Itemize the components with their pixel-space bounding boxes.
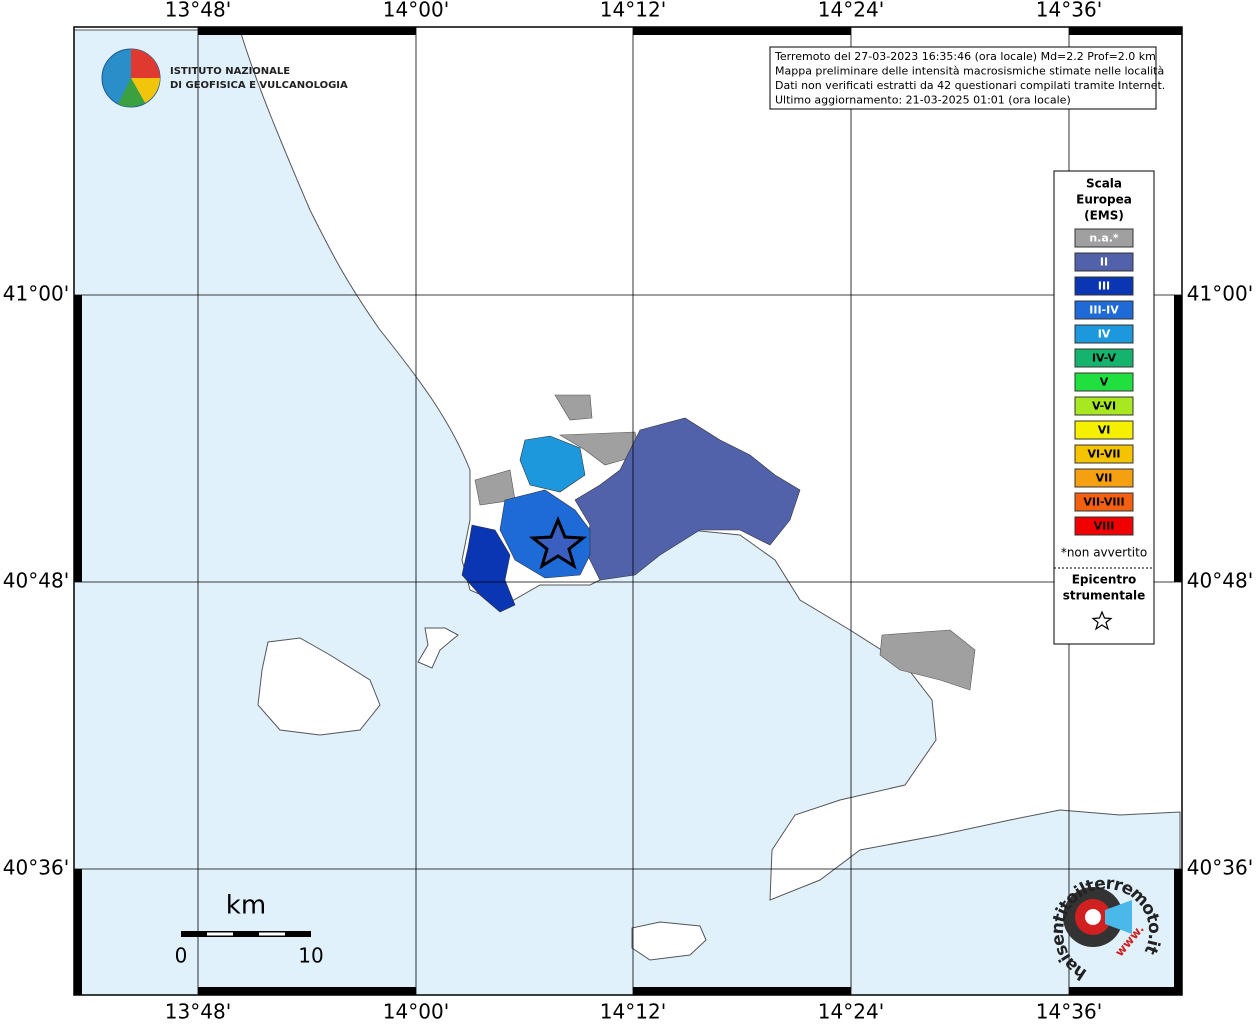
lon-label: 14°12' xyxy=(600,0,666,22)
legend-swatch xyxy=(1074,276,1134,296)
lon-label: 14°24' xyxy=(818,0,884,22)
legend-swatch xyxy=(1074,468,1134,488)
lon-label: 14°12' xyxy=(600,1000,666,1024)
area-ii xyxy=(574,417,801,581)
legend-swatch xyxy=(1074,324,1134,344)
ischia xyxy=(257,637,381,736)
legend-epicenter: strumentale xyxy=(1063,589,1146,603)
legend-title: (EMS) xyxy=(1084,209,1124,223)
legend-label: VI-VII xyxy=(1087,448,1120,461)
legend-swatch xyxy=(1074,396,1134,416)
legend-label: VI xyxy=(1098,424,1111,437)
legend-star xyxy=(1091,610,1113,631)
frame-bar xyxy=(633,27,851,35)
legend-swatch xyxy=(1074,348,1134,368)
frame-bar xyxy=(74,295,82,582)
logo-text: DI GEOFISICA E VULCANOLOGIA xyxy=(170,80,348,91)
frame-bar xyxy=(1069,27,1182,35)
frame-bar xyxy=(633,987,851,995)
legend-epicenter: Epicentro xyxy=(1072,573,1137,587)
area-iii xyxy=(461,524,516,613)
legend-swatch xyxy=(1074,516,1134,536)
legend-label: n.a.* xyxy=(1089,232,1119,245)
frame-bar xyxy=(198,27,416,35)
legend-swatch xyxy=(1074,252,1134,272)
legend-label: III xyxy=(1098,280,1110,293)
legend-label: II xyxy=(1100,256,1108,269)
epicenter xyxy=(528,516,588,570)
legend-title: Scala xyxy=(1086,177,1122,191)
scale-bar: km 0 10 xyxy=(175,891,324,968)
legend-label: V xyxy=(1100,376,1109,389)
legend-label: III-IV xyxy=(1089,304,1119,317)
legend-title: Europea xyxy=(1076,193,1132,207)
legend-swatch xyxy=(1074,420,1134,440)
logo-text: ISTITUTO NAZIONALE xyxy=(170,66,290,77)
scale-start: 0 xyxy=(175,944,188,968)
lat-label: 40°48' xyxy=(1187,569,1253,593)
frame-bar xyxy=(1174,295,1182,582)
legend-swatch xyxy=(1074,228,1134,248)
scale-end: 10 xyxy=(298,944,323,968)
legend-label: IV xyxy=(1098,328,1111,341)
legend-label: IV-V xyxy=(1092,352,1117,365)
lon-label: 14°00' xyxy=(383,1000,449,1024)
legend-label: V-VI xyxy=(1092,400,1116,413)
area-na xyxy=(474,394,976,691)
info-line: Dati non verificati estratti da 42 quest… xyxy=(775,79,1165,92)
legend-label: VIII xyxy=(1094,520,1115,533)
legend-swatch xyxy=(1074,300,1134,320)
area-iv xyxy=(519,435,586,493)
frame-bar xyxy=(1174,869,1182,995)
legend-swatch xyxy=(1074,492,1134,512)
lat-label: 40°48' xyxy=(3,569,69,593)
capri xyxy=(631,921,707,961)
legend-label: VII-VIII xyxy=(1083,496,1124,509)
legend-note: *non avvertito xyxy=(1061,546,1147,560)
lon-label: 14°24' xyxy=(818,1000,884,1024)
lat-label: 41°00' xyxy=(3,282,69,306)
frame-bar xyxy=(198,987,416,995)
scale-unit: km xyxy=(226,891,266,921)
lon-label: 13°48' xyxy=(165,0,231,22)
frame-bar xyxy=(1069,987,1182,995)
info-line: Mappa preliminare delle intensità macros… xyxy=(775,65,1164,78)
sea xyxy=(73,29,1181,996)
lat-label: 40°36' xyxy=(1187,856,1253,880)
logo: ISTITUTO NAZIONALE DI GEOFISICA E VULCAN… xyxy=(101,48,348,108)
info-line: Terremoto del 27-03-2023 16:35:46 (ora l… xyxy=(774,50,1156,63)
legend-swatch xyxy=(1074,372,1134,392)
legend-swatch xyxy=(1074,444,1134,464)
frame-bar xyxy=(74,869,82,995)
lon-label: 14°36' xyxy=(1036,0,1102,22)
lon-label: 14°00' xyxy=(383,0,449,22)
lat-label: 40°36' xyxy=(3,856,69,880)
procida xyxy=(417,627,459,669)
lat-label: 41°00' xyxy=(1187,282,1253,306)
legend-label: VII xyxy=(1096,472,1113,485)
info-box xyxy=(769,46,1157,110)
info-line: Ultimo aggiornamento: 21-03-2025 01:01 (… xyxy=(775,94,1071,107)
lon-label: 13°48' xyxy=(165,1000,231,1024)
lon-label: 14°36' xyxy=(1036,1000,1102,1024)
